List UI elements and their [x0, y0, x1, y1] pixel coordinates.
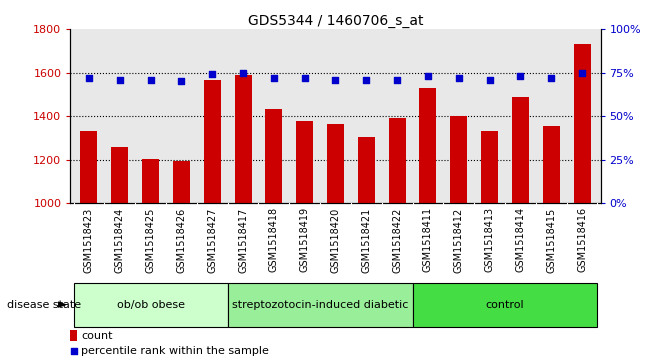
Text: GSM1518415: GSM1518415 [546, 207, 556, 273]
Text: GSM1518411: GSM1518411 [423, 207, 433, 272]
Point [114, 77, 125, 82]
Text: streptozotocin-induced diabetic: streptozotocin-induced diabetic [232, 300, 408, 310]
Point [576, 70, 587, 76]
Point [207, 72, 217, 77]
Text: GSM1518426: GSM1518426 [176, 207, 187, 273]
Text: GSM1518427: GSM1518427 [207, 207, 217, 273]
Bar [235, 75, 252, 203]
Point [361, 77, 372, 82]
Point [145, 77, 156, 82]
Point [454, 75, 464, 81]
Bar [389, 118, 405, 203]
Bar [204, 80, 221, 203]
Point [515, 73, 526, 79]
Text: disease state: disease state [7, 300, 81, 310]
Bar [142, 159, 159, 203]
Point [546, 75, 557, 81]
Point [238, 70, 248, 76]
Point [268, 75, 279, 81]
Text: count: count [81, 331, 113, 341]
Bar [173, 161, 190, 203]
Text: control: control [486, 300, 524, 310]
Text: GSM1518412: GSM1518412 [454, 207, 464, 273]
Text: GSM1518425: GSM1518425 [146, 207, 156, 273]
Bar [74, 283, 227, 327]
Title: GDS5344 / 1460706_s_at: GDS5344 / 1460706_s_at [248, 14, 423, 28]
Bar [413, 283, 597, 327]
Bar [227, 283, 413, 327]
Text: GSM1518419: GSM1518419 [300, 207, 310, 272]
Bar [266, 109, 282, 203]
Text: GSM1518414: GSM1518414 [515, 207, 525, 272]
Point [176, 78, 187, 84]
Text: GSM1518422: GSM1518422 [392, 207, 402, 273]
Text: GSM1518423: GSM1518423 [84, 207, 94, 273]
Text: GSM1518417: GSM1518417 [238, 207, 248, 273]
Bar [111, 147, 128, 203]
Point [68, 348, 79, 354]
Text: percentile rank within the sample: percentile rank within the sample [81, 346, 269, 356]
Bar [327, 124, 344, 203]
Text: GSM1518413: GSM1518413 [484, 207, 495, 272]
Bar [81, 131, 97, 203]
Bar [450, 116, 467, 203]
Point [299, 75, 310, 81]
Text: GSM1518416: GSM1518416 [577, 207, 587, 272]
Point [84, 75, 95, 81]
Bar [70, 330, 77, 341]
Bar [296, 121, 313, 203]
Text: GSM1518420: GSM1518420 [331, 207, 340, 273]
Text: ►: ► [58, 298, 67, 311]
Bar [574, 44, 590, 203]
Bar [419, 88, 436, 203]
Bar [512, 97, 529, 203]
Text: GSM1518418: GSM1518418 [269, 207, 279, 272]
Point [423, 73, 433, 79]
Point [484, 77, 495, 82]
Bar [543, 126, 560, 203]
Bar [481, 131, 498, 203]
Bar [358, 137, 375, 203]
Text: GSM1518421: GSM1518421 [361, 207, 371, 273]
Text: ob/ob obese: ob/ob obese [117, 300, 185, 310]
Text: GSM1518424: GSM1518424 [115, 207, 125, 273]
Point [330, 77, 341, 82]
Point [392, 77, 403, 82]
